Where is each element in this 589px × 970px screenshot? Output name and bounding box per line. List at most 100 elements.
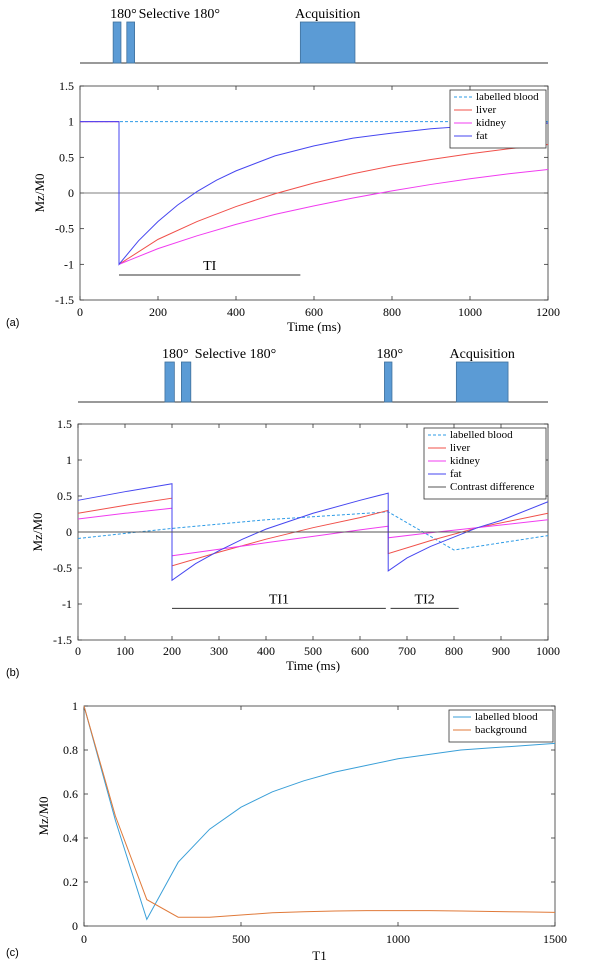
y-tick-label: 0.6 [63,787,78,801]
selective-180-pulse-label: Selective 180° [139,7,220,22]
legend-label: kidney [476,117,506,129]
x-tick-label: 900 [492,644,510,658]
y-tick-label: 0 [68,186,74,200]
x-tick-label: 300 [210,644,228,658]
acquisition-block-label: Acquisition [295,7,360,22]
y-tick-label: -1 [62,597,72,611]
x-tick-label: 500 [304,644,322,658]
x-tick-label: 200 [149,305,167,319]
x-tick-label: 0 [81,932,87,946]
y-tick-label: 0 [72,919,78,933]
y-tick-label: -0.5 [55,222,74,236]
legend-label: liver [450,442,470,454]
chart: 0 500 1000 1500 0 0.2 0.4 0.6 0.8 1 T1 Mz/M0 labelle… [36,699,567,963]
x-tick-label: 200 [163,644,181,658]
y-tick-label: 1.5 [59,79,74,93]
second-180-pulse-label: 180° [376,347,403,362]
series-liver [80,121,549,266]
y-tick-label: 1.5 [57,417,72,431]
acquisition-block [299,21,356,64]
legend-label: labelled blood [476,91,539,103]
interval-label: TI1 [269,592,289,607]
x-axis-label: T1 [312,948,326,963]
legend-box [449,89,547,149]
y-tick-label: -1 [64,257,74,271]
x-tick-label: 0 [75,644,81,658]
y-axis-label: Mz/M0 [36,797,51,836]
x-axis-label: Time (ms) [286,658,340,673]
pulse-sequence: 180° Selective 180° Acquisition [80,7,548,64]
selective-180-pulse-label: Selective 180° [195,347,276,362]
selective-180-pulse [126,21,136,64]
interval-label: TI [203,259,217,274]
series-fat [77,483,549,582]
legend-box [448,709,554,743]
x-tick-label: 1000 [458,305,482,319]
y-tick-label: 0.5 [57,489,72,503]
legend-label: Contrast difference [450,481,535,493]
x-tick-label: 600 [351,644,369,658]
plot-frame [83,705,556,927]
acquisition-block [455,361,509,403]
panel-1: (a) 180° Selective 180° Acquisition 0 200 400 6… [6,7,560,334]
x-tick-label: 1200 [536,305,560,319]
chart: 0 100 200 300 400 500 600 700 800 900 1000 -1.5 -1 -0… [30,417,560,673]
y-tick-label: 0.8 [63,743,78,757]
series-labelled-blood [77,511,549,551]
legend-label: fat [450,468,462,480]
y-tick-label: -1.5 [53,633,72,647]
180-pulse-label: 180° [162,347,189,362]
x-tick-label: 400 [257,644,275,658]
x-tick-label: 0 [77,305,83,319]
y-axis-label: Mz/M0 [32,174,47,213]
x-tick-label: 600 [305,305,323,319]
y-tick-label: 1 [68,115,74,129]
x-tick-label: 700 [398,644,416,658]
legend-label: labelled blood [475,711,538,723]
y-tick-label: 1 [72,699,78,713]
y-axis-label: Mz/M0 [30,513,45,552]
y-tick-label: 0 [66,525,72,539]
panel-label: (b) [6,667,19,679]
y-tick-label: 0.4 [63,831,78,845]
y-tick-label: -0.5 [53,561,72,575]
legend-label: labelled blood [450,429,513,441]
series-background [83,705,556,918]
series-fat [80,121,549,266]
x-tick-label: 1500 [543,932,567,946]
x-tick-label: 1000 [536,644,560,658]
y-tick-label: 1 [66,453,72,467]
180-pulse [112,21,122,64]
pulse-sequence: 180° Selective 180° 180° Acquisition [78,347,548,403]
x-tick-label: 800 [445,644,463,658]
legend-label: liver [476,104,496,116]
y-tick-label: 0.2 [63,875,78,889]
interval-label: TI2 [415,592,435,607]
y-tick-label: 0.5 [59,150,74,164]
x-tick-label: 800 [383,305,401,319]
acquisition-block-label: Acquisition [450,347,515,362]
y-tick-label: -1.5 [55,293,74,307]
legend-label: fat [476,130,488,142]
selective-180-pulse [180,361,192,403]
panel-label: (a) [6,317,19,329]
x-axis-label: Time (ms) [287,319,341,334]
panel-3: (c) 0 500 1000 1500 0 0.2 0.4 0.6 0.8 1 T1 Mz/M0 labe… [6,699,567,963]
panel-label: (c) [6,947,19,959]
180-pulse-label: 180° [110,7,137,22]
second-180-pulse [384,361,393,403]
x-tick-label: 400 [227,305,245,319]
180-pulse [164,361,175,403]
legend-label: background [475,724,527,736]
x-tick-label: 500 [232,932,250,946]
series-labelled-blood [83,705,556,921]
chart: 0 200 400 600 800 1000 1200 -1.5 -1 -0.5 0 0.5 1 1.5 T… [32,79,560,334]
legend-label: kidney [450,455,480,467]
series-kidney [80,121,549,266]
x-tick-label: 100 [116,644,134,658]
